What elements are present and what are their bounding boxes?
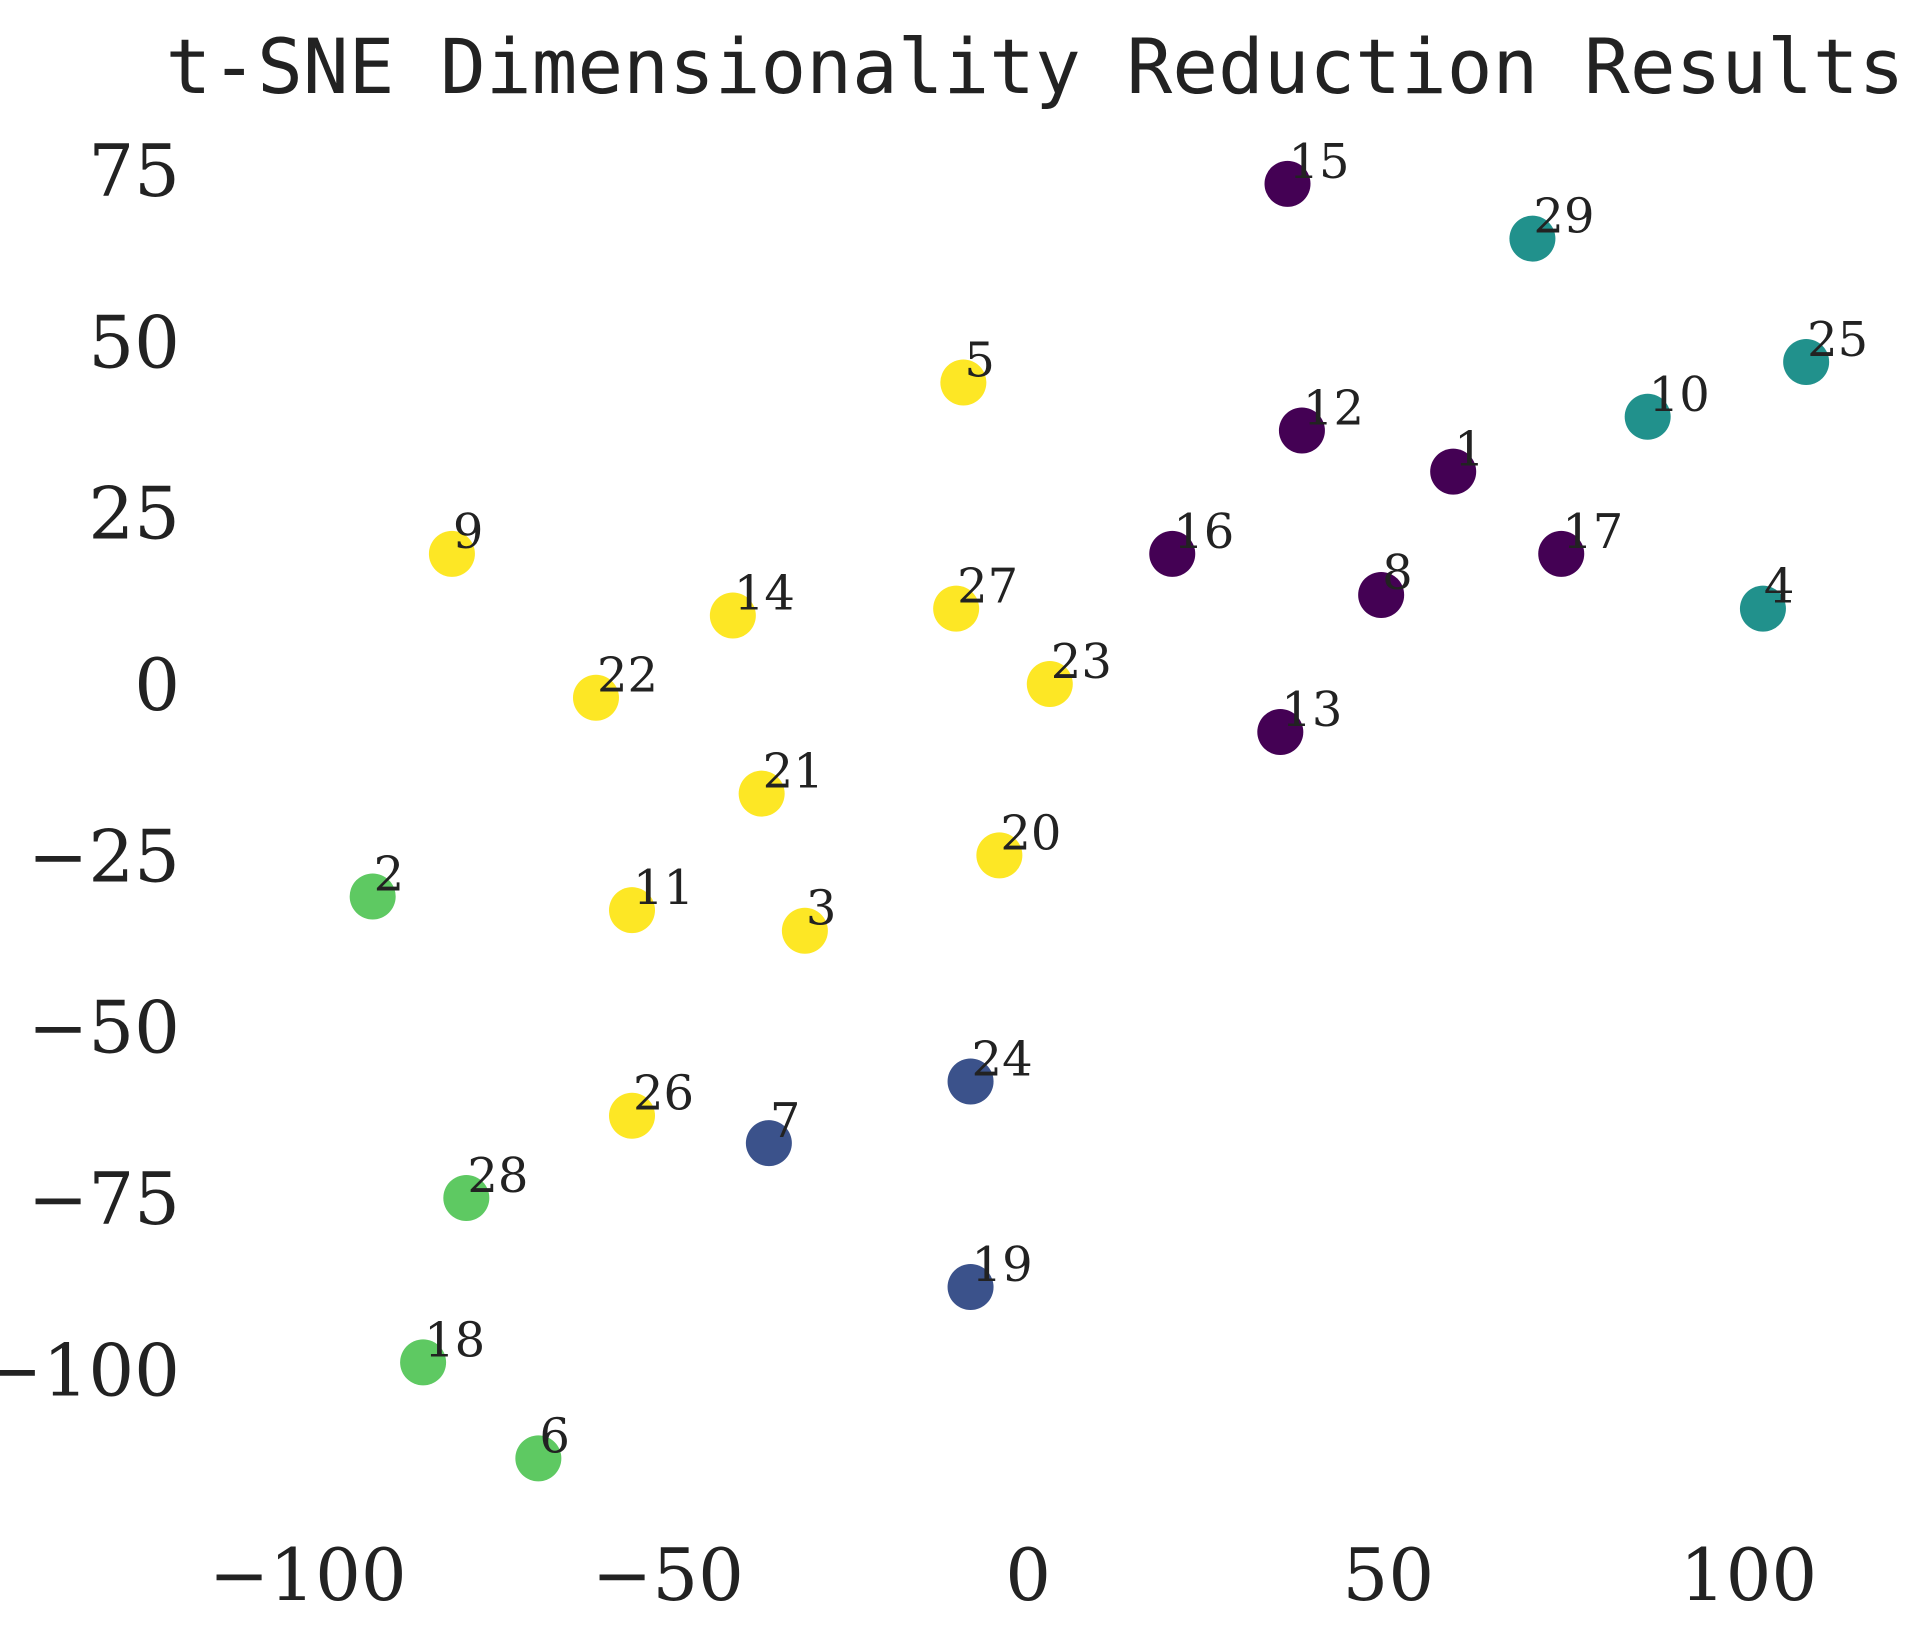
data-point	[1264, 160, 1311, 207]
data-points	[349, 160, 1830, 1482]
data-point	[947, 1058, 994, 1105]
data-point-label: 14	[734, 566, 795, 622]
data-point	[781, 907, 828, 954]
x-tick-label: 0	[1005, 1533, 1051, 1617]
data-point-label: 17	[1562, 504, 1623, 560]
data-point	[940, 359, 987, 406]
x-tick-label: −100	[209, 1533, 407, 1617]
data-point-label: 9	[453, 504, 484, 560]
y-tick-label: 50	[88, 300, 180, 384]
data-point	[1739, 585, 1786, 632]
data-point	[1026, 661, 1073, 708]
data-point	[709, 592, 756, 639]
data-point	[1358, 571, 1405, 618]
chart-title: t-SNE Dimensionality Reduction Results	[166, 22, 1905, 111]
data-point-label: 15	[1289, 134, 1350, 190]
data-point-label: 7	[770, 1093, 801, 1149]
data-point-label: 19	[972, 1237, 1033, 1293]
data-point-label: 27	[957, 559, 1018, 615]
data-point	[1257, 708, 1304, 755]
data-point	[609, 1092, 655, 1139]
data-point	[515, 1435, 562, 1482]
data-point-label: 28	[467, 1148, 528, 1204]
data-point-label: 8	[1382, 545, 1413, 601]
data-point	[1509, 215, 1556, 262]
y-tick-labels: −100 −75 −50 −25 0 25 50 75	[0, 129, 180, 1412]
data-point	[609, 887, 655, 934]
data-point-label: 23	[1051, 634, 1112, 690]
data-point	[976, 832, 1023, 879]
data-point-label: 6	[539, 1408, 570, 1464]
data-point	[947, 1264, 994, 1311]
data-point-label: 1	[1454, 422, 1485, 478]
data-point-label: 12	[1303, 380, 1364, 436]
data-point-label: 18	[424, 1312, 485, 1368]
y-tick-label: −100	[0, 1328, 180, 1412]
data-point	[1624, 393, 1671, 440]
x-tick-label: −50	[592, 1533, 744, 1617]
data-point	[400, 1339, 447, 1386]
data-point-label: 21	[763, 744, 824, 800]
y-tick-label: 25	[88, 472, 180, 556]
data-point	[572, 674, 619, 721]
data-point	[1278, 407, 1325, 454]
y-tick-label: 75	[88, 129, 180, 213]
data-point-label: 13	[1281, 682, 1342, 738]
data-point-label: 10	[1649, 367, 1710, 423]
data-point	[349, 873, 396, 920]
data-point-label: 25	[1807, 312, 1868, 368]
data-point-label: 3	[806, 881, 837, 937]
data-point-label: 5	[964, 333, 995, 389]
data-point-label: 24	[972, 1031, 1033, 1087]
data-point-label: 2	[374, 846, 405, 902]
data-point	[1149, 530, 1196, 577]
data-point-label: 16	[1173, 504, 1234, 560]
data-point	[428, 530, 475, 577]
data-point	[443, 1174, 490, 1221]
data-point	[933, 585, 980, 632]
data-point-label: 26	[633, 1066, 694, 1122]
data-point	[738, 770, 785, 817]
y-tick-label: −25	[28, 814, 180, 898]
x-tick-label: 50	[1343, 1533, 1435, 1617]
y-tick-label: 0	[134, 643, 180, 727]
data-point-label: 22	[597, 648, 658, 704]
data-point	[1430, 448, 1477, 495]
data-point-label: 4	[1764, 559, 1795, 615]
data-point	[1538, 530, 1585, 577]
y-tick-label: −50	[28, 986, 180, 1070]
data-point-label: 29	[1533, 189, 1594, 245]
x-tick-label: 100	[1680, 1533, 1817, 1617]
x-tick-labels: −100 −50 0 50 100	[209, 1533, 1817, 1617]
y-tick-label: −75	[28, 1157, 180, 1241]
data-point	[1783, 338, 1830, 385]
data-point	[745, 1120, 792, 1167]
data-point-label: 11	[633, 860, 694, 916]
data-point-label: 20	[1000, 805, 1061, 861]
